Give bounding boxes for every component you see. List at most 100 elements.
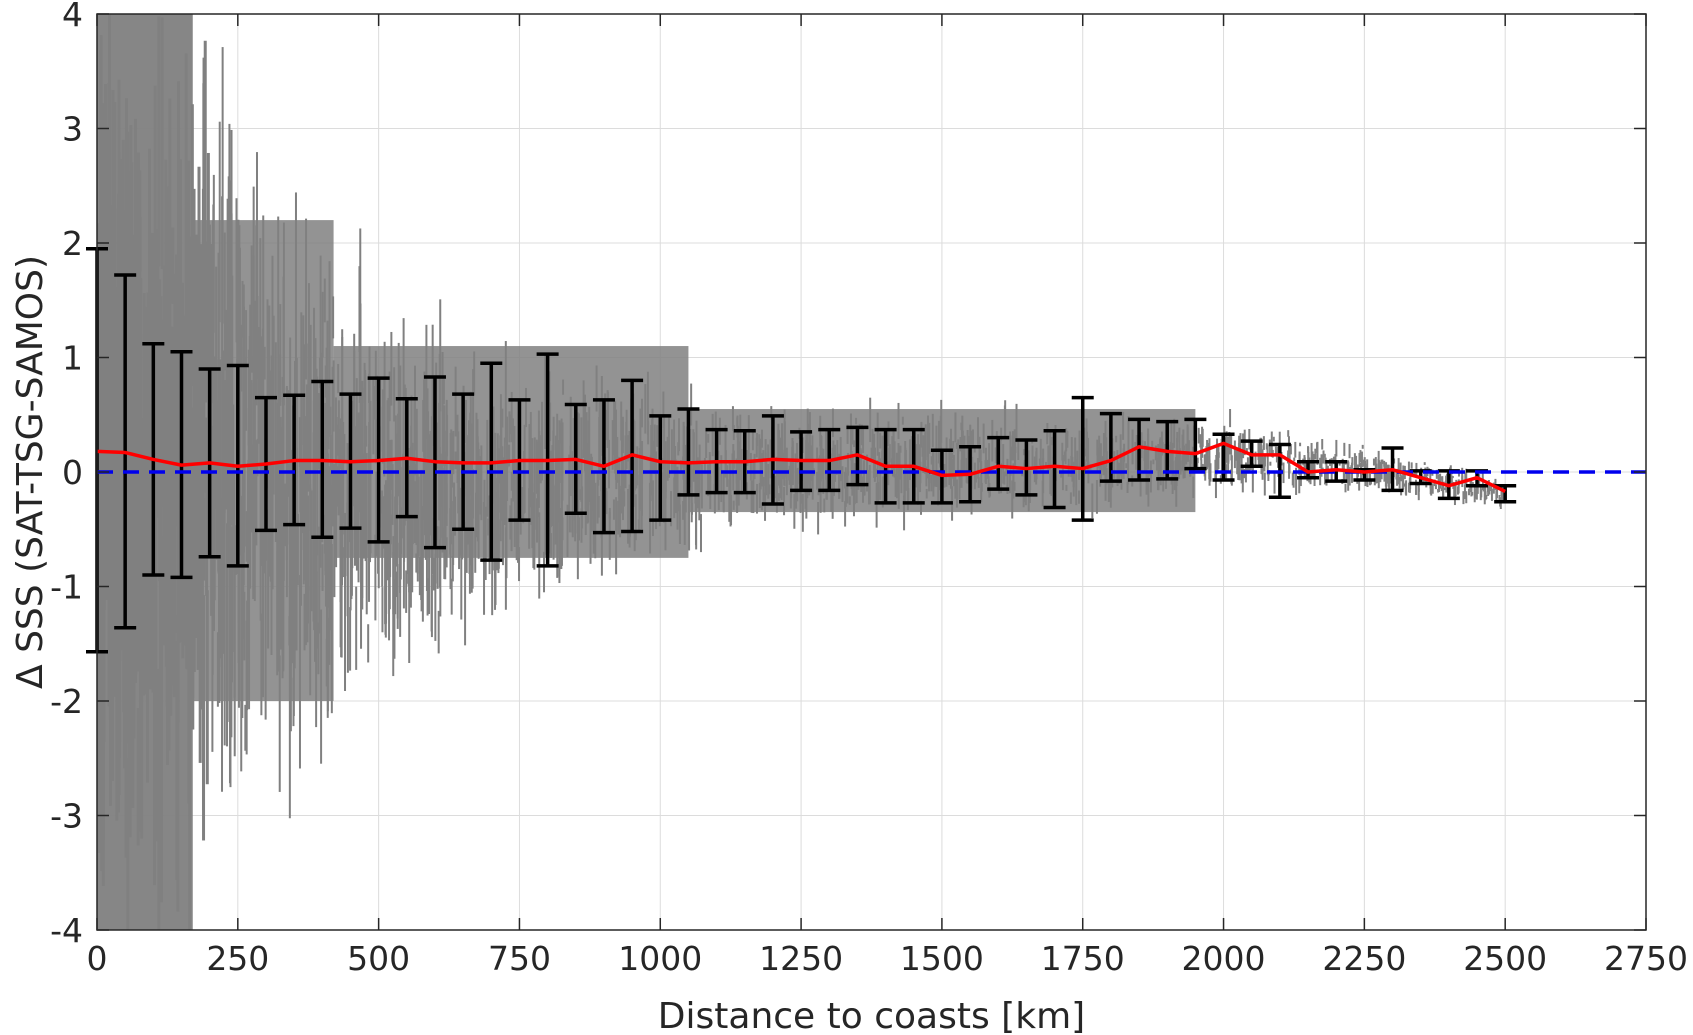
scatter-point [1299,442,1302,447]
scatter-point [1313,463,1316,486]
scatter-point [1201,452,1204,458]
scatter-point [1251,464,1254,493]
scatter-point [1233,440,1236,469]
scatter-point [1360,451,1363,468]
scatter-point [1262,436,1265,450]
scatter-point [1321,439,1324,450]
scatter-point [491,533,494,616]
scatter-point [1293,457,1296,462]
scatter-point [1364,460,1367,472]
scatter-point [817,502,820,535]
scatter-point [1479,485,1482,501]
scatter-point [1476,487,1479,494]
scatter-point [278,655,281,792]
scatter-point [1298,451,1301,468]
y-tick-label: -3 [50,797,83,836]
scatter-point [221,47,224,324]
scatter-point [395,571,398,597]
error-bar-35 [1071,395,1094,522]
scatter-point [1482,484,1485,492]
error-bar-34 [1043,429,1066,510]
scatter-point [694,484,697,546]
scatter-point [1266,444,1269,459]
x-tick-label: 500 [347,939,410,978]
scatter-point [421,506,424,622]
scatter-point [1451,475,1454,479]
scatter-point [1260,445,1263,474]
scatter-point [1368,468,1371,486]
scatter-point [346,522,349,673]
x-axis-label: Distance to coasts [km] [658,996,1085,1035]
scatter-point [1454,483,1457,497]
scatter-point [1347,470,1350,491]
scatter-point [1323,453,1326,458]
scatter-point [1272,436,1275,442]
scatter-point [426,578,429,616]
scatter-point [1289,443,1292,455]
scatter-point [1217,443,1220,470]
scatter-point [1348,443,1351,459]
scatter-point [1423,462,1426,465]
scatter-point [1397,458,1400,474]
scatter-point [1227,436,1230,450]
scatter-point [1248,465,1251,472]
scatter-point [543,551,546,593]
scatter-point [1238,450,1241,481]
scatter-point [1310,442,1313,461]
scatter-point [1407,461,1410,476]
scatter-point [690,383,693,426]
scatter-point [418,556,421,596]
error-bar-36 [1099,411,1122,483]
scatter-point [428,507,431,614]
scatter-point [1254,451,1257,468]
mean-line [96,441,1506,494]
y-axis-label: Δ SSS (SAT-TSG-SAMOS) [10,255,51,689]
scatter-point [1413,472,1416,477]
x-tick-label: 1250 [759,939,843,978]
scatter-point [288,610,291,819]
scatter-point [420,556,423,612]
scatter-point [1377,470,1380,482]
scatter-point [1471,482,1474,486]
scatter-point [408,562,411,663]
scatter-point [1344,483,1347,493]
scatter-point [1474,492,1477,499]
scatter-point [1492,482,1495,494]
scatter-point [1372,458,1375,466]
scatter-point [355,586,358,670]
y-tick-label: 4 [62,0,83,34]
y-tick-label: 0 [62,453,83,492]
error-bar-20 [649,414,672,522]
scatter-point [1450,475,1453,486]
scatter-point [392,536,395,615]
scatter-point [359,228,362,371]
y-tick-label: 1 [62,339,83,378]
y-tick-label: -2 [50,682,83,721]
scatter-point [1430,481,1433,496]
scatter-point [1417,482,1420,496]
scatter-point [468,539,471,594]
scatter-point [1341,458,1344,469]
scatter-point [1463,484,1466,500]
scatter-point [1208,459,1211,486]
scatter-point [384,572,387,638]
scatter-point [1386,464,1389,482]
x-tick-label: 1500 [900,939,984,978]
scatter-point [699,514,702,553]
error-bar-43 [1297,459,1320,480]
scatter-point [1201,463,1204,470]
scatter-point [1227,453,1230,473]
scatter-point [450,578,453,615]
scatter-point [494,530,497,605]
x-tick-label: 2000 [1182,939,1266,978]
scatter-point [388,542,391,610]
scatter-point [1248,428,1251,450]
y-tick-label: 2 [62,224,83,263]
scatter-point [1404,481,1407,495]
x-tick-label: 750 [488,939,551,978]
scatter-point [1268,439,1271,454]
scatter-point [1483,490,1486,505]
scatter-point [1303,455,1306,460]
scatter-point [1388,469,1391,479]
